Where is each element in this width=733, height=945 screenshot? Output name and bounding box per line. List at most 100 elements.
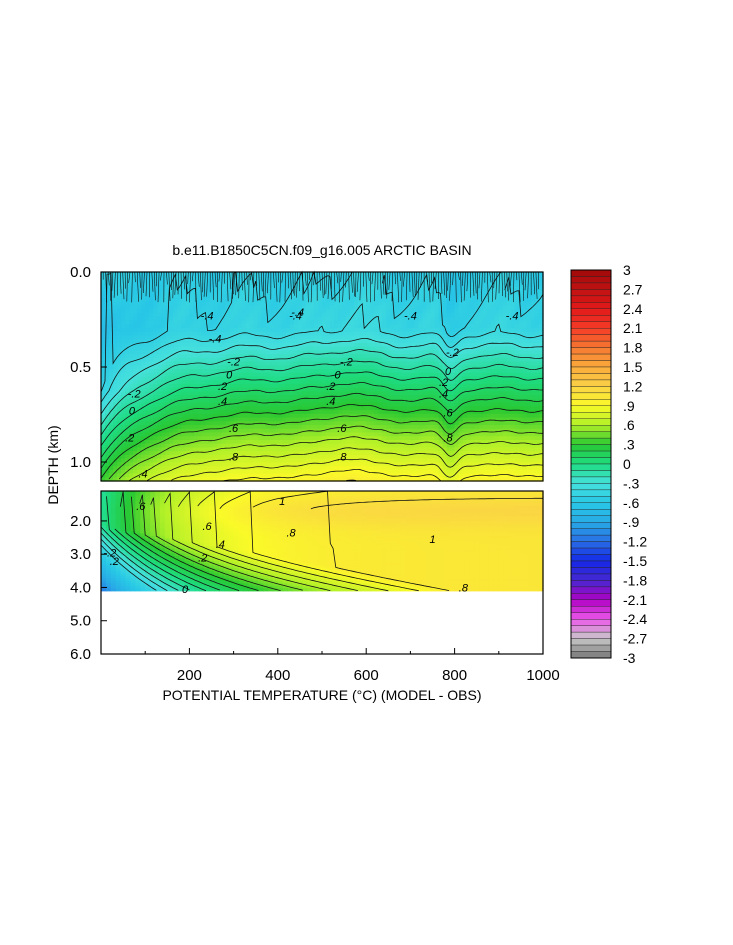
field-cell <box>297 395 303 400</box>
field-cell <box>145 357 150 363</box>
field-cell <box>209 316 215 322</box>
field-cell <box>442 327 448 333</box>
field-cell <box>105 439 110 445</box>
field-cell <box>253 320 259 325</box>
field-cell <box>265 357 271 363</box>
field-cell <box>301 451 307 456</box>
field-cell <box>165 272 170 277</box>
field-cell <box>317 421 323 426</box>
field-cell <box>161 372 166 378</box>
field-cell <box>209 466 215 471</box>
field-cell <box>301 376 307 381</box>
field-cell <box>177 432 182 437</box>
field-cell <box>398 398 403 404</box>
field-cell <box>257 380 263 385</box>
field-cell <box>273 324 279 329</box>
field-cell <box>434 309 440 314</box>
field-cell <box>113 335 118 340</box>
field-cell <box>454 376 460 381</box>
field-cell <box>129 473 134 478</box>
field-cell <box>241 454 247 460</box>
field-cell <box>169 447 174 452</box>
field-cell <box>185 477 190 482</box>
field-cell <box>370 361 375 366</box>
field-cell <box>305 369 311 374</box>
field-cell <box>390 398 395 404</box>
field-cell <box>117 346 122 351</box>
field-cell <box>257 342 263 348</box>
field-cell <box>209 365 215 370</box>
field-cell <box>177 425 182 430</box>
field-cell <box>185 428 190 434</box>
field-cell <box>330 387 335 393</box>
field-cell <box>185 447 190 452</box>
field-cell <box>358 294 363 299</box>
field-cell <box>285 469 291 475</box>
field-cell <box>165 286 170 292</box>
field-cell <box>249 443 255 449</box>
field-cell <box>442 436 448 441</box>
field-cell <box>370 369 375 374</box>
field-cell <box>245 339 251 344</box>
field-cell <box>402 305 407 310</box>
field-cell <box>205 335 211 340</box>
field-cell <box>101 305 106 310</box>
field-cell <box>366 279 371 284</box>
field-cell <box>173 425 178 430</box>
field-cell <box>305 473 311 478</box>
field-cell <box>141 383 146 389</box>
field-cell <box>378 410 383 415</box>
field-cell <box>330 290 335 295</box>
field-cell <box>334 410 339 415</box>
field-cell <box>193 354 199 359</box>
field-cell <box>374 346 379 351</box>
field-cell <box>229 443 235 449</box>
field-cell <box>145 391 150 396</box>
field-cell <box>153 443 158 449</box>
field-cell <box>293 327 299 333</box>
field-cell <box>153 439 158 445</box>
field-cell <box>297 346 303 351</box>
field-cell <box>297 466 303 471</box>
field-cell <box>326 354 331 359</box>
field-cell <box>129 283 134 288</box>
field-cell <box>406 451 411 456</box>
field-cell <box>398 298 403 303</box>
field-cell <box>350 298 355 303</box>
field-cell <box>398 413 403 419</box>
field-cell <box>358 320 363 325</box>
field-cell <box>129 436 134 441</box>
field-cell <box>149 425 154 430</box>
field-cell <box>418 372 424 378</box>
field-cell <box>117 391 122 396</box>
field-cell <box>261 361 267 366</box>
field-cell <box>113 454 118 460</box>
field-cell <box>277 428 283 434</box>
field-cell <box>241 451 247 456</box>
field-cell <box>374 342 379 348</box>
field-cell <box>269 298 275 303</box>
field-cell <box>346 305 351 310</box>
field-cell <box>257 331 263 337</box>
field-cell <box>245 402 251 407</box>
field-cell <box>418 301 424 307</box>
field-cell <box>197 447 203 452</box>
field-cell <box>430 398 436 404</box>
field-cell <box>233 410 239 415</box>
field-cell <box>269 395 275 400</box>
field-cell <box>442 391 448 396</box>
field-cell <box>173 316 178 322</box>
field-cell <box>406 469 411 475</box>
field-cell <box>105 286 110 292</box>
field-cell <box>285 387 291 393</box>
field-cell <box>229 395 235 400</box>
field-cell <box>165 458 170 463</box>
field-cell <box>129 447 134 452</box>
field-cell <box>141 469 146 475</box>
field-cell <box>157 324 162 329</box>
field-cell <box>438 354 444 359</box>
field-cell <box>185 413 190 419</box>
field-cell <box>350 477 355 482</box>
field-cell <box>305 301 311 307</box>
field-cell <box>161 451 166 456</box>
